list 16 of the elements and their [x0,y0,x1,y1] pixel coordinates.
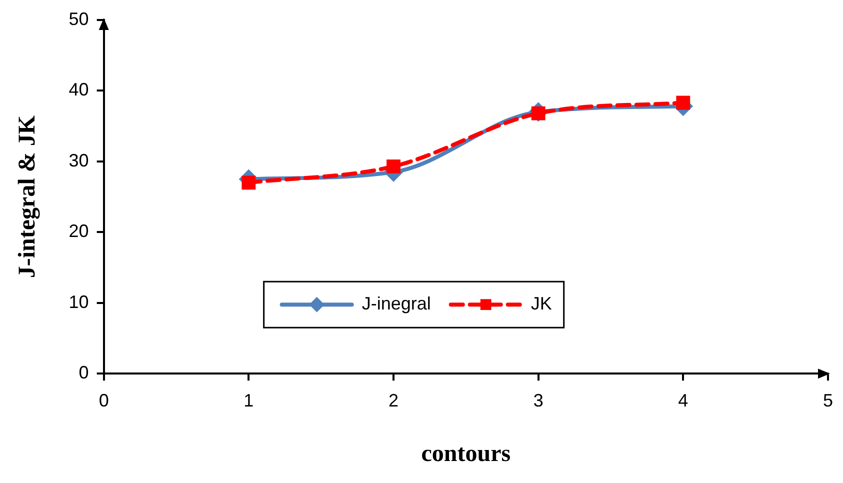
x-tick-label: 1 [244,390,254,410]
y-axis-title: J-integral & JK [14,115,41,278]
x-tick-label: 3 [533,390,544,410]
y-tick-label: 50 [68,8,89,29]
x-tick-label: 5 [822,390,833,410]
y-tick-label: 40 [68,80,89,100]
x-tick-label: 4 [678,390,688,410]
x-axis-title: contours [421,440,511,467]
y-tick-label: 0 [78,362,89,383]
x-tick-label: 0 [98,390,109,410]
y-tick-label: 20 [68,221,89,242]
legend-label: JK [530,294,552,314]
x-tick-label: 2 [388,390,398,410]
y-tick-label: 10 [68,292,89,312]
y-tick-label: 30 [68,150,89,170]
legend-label: J-inegral [362,294,431,314]
